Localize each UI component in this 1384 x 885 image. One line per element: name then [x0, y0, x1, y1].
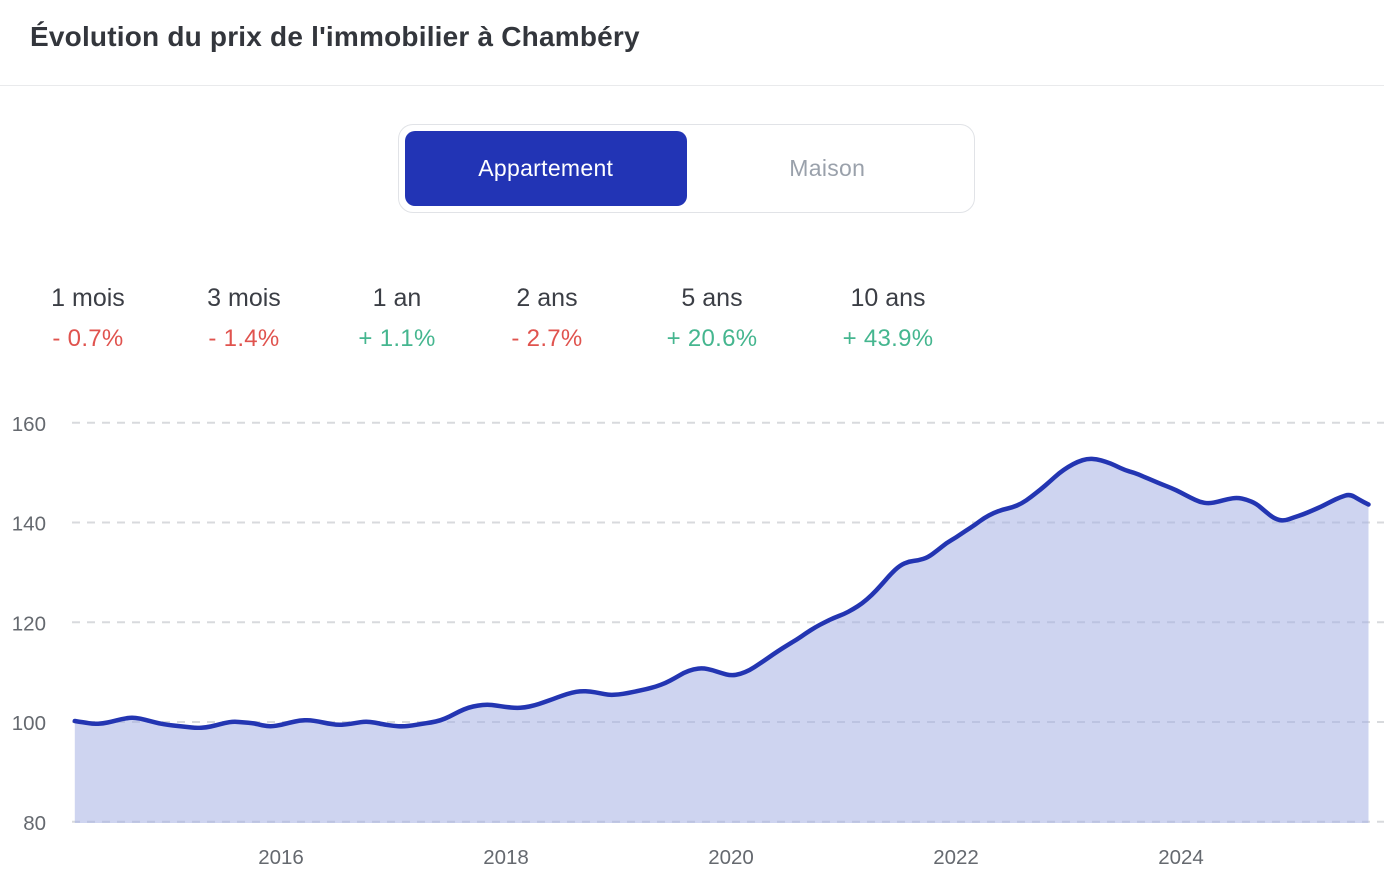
x-tick-label: 2024: [1158, 846, 1204, 869]
stat-1-mois: 1 mois - 0.7%: [22, 284, 154, 353]
stat-period-label: 10 ans: [850, 284, 926, 312]
price-area: [74, 458, 1369, 823]
x-tick-label: 2016: [258, 846, 304, 869]
stat-period-label: 3 mois: [207, 284, 281, 312]
x-tick-label: 2020: [708, 846, 754, 869]
price-chart-svg[interactable]: 80 100 120 140 160 2016 2018 2020 2022 2024: [0, 400, 1384, 880]
stat-change-value: + 20.6%: [666, 325, 758, 352]
stat-1-an: 1 an + 1.1%: [334, 284, 460, 353]
tab-maison[interactable]: Maison: [687, 131, 969, 206]
x-tick-label: 2018: [483, 846, 529, 869]
stat-change-value: - 0.7%: [52, 325, 124, 352]
stat-change-value: + 43.9%: [842, 325, 934, 352]
tab-appartement[interactable]: Appartement: [405, 131, 687, 206]
page-title: Évolution du prix de l'immobilier à Cham…: [30, 21, 640, 52]
stat-period-label: 1 an: [372, 284, 422, 312]
stat-5-ans: 5 ans + 20.6%: [634, 284, 790, 353]
price-evolution-chart[interactable]: 80 100 120 140 160 2016 2018 2020 2022 2024: [0, 400, 1384, 880]
y-tick-label: 160: [12, 413, 46, 436]
stat-period-label: 1 mois: [51, 284, 125, 312]
stat-2-ans: 2 ans - 2.7%: [460, 284, 634, 353]
stat-3-mois: 3 mois - 1.4%: [154, 284, 334, 353]
price-evolution-stats: 1 mois - 0.7% 3 mois - 1.4% 1 an + 1.1% …: [22, 284, 986, 353]
stat-change-value: - 1.4%: [208, 325, 280, 352]
stat-change-value: - 2.7%: [511, 325, 583, 352]
y-axis-labels: 80 100 120 140 160: [12, 413, 46, 835]
y-tick-label: 140: [12, 513, 46, 536]
x-axis-labels: 2016 2018 2020 2022 2024: [258, 846, 1204, 869]
y-tick-label: 120: [12, 612, 46, 635]
stat-period-label: 2 ans: [516, 284, 578, 312]
property-type-toggle: Appartement Maison: [398, 124, 975, 213]
price-line: [72, 456, 1371, 731]
stat-period-label: 5 ans: [681, 284, 743, 312]
page-header: Évolution du prix de l'immobilier à Cham…: [0, 0, 1384, 86]
stat-change-value: + 1.1%: [358, 325, 436, 352]
y-tick-label: 80: [23, 812, 46, 835]
stat-10-ans: 10 ans + 43.9%: [790, 284, 986, 353]
y-tick-label: 100: [12, 712, 46, 735]
x-tick-label: 2022: [933, 846, 979, 869]
